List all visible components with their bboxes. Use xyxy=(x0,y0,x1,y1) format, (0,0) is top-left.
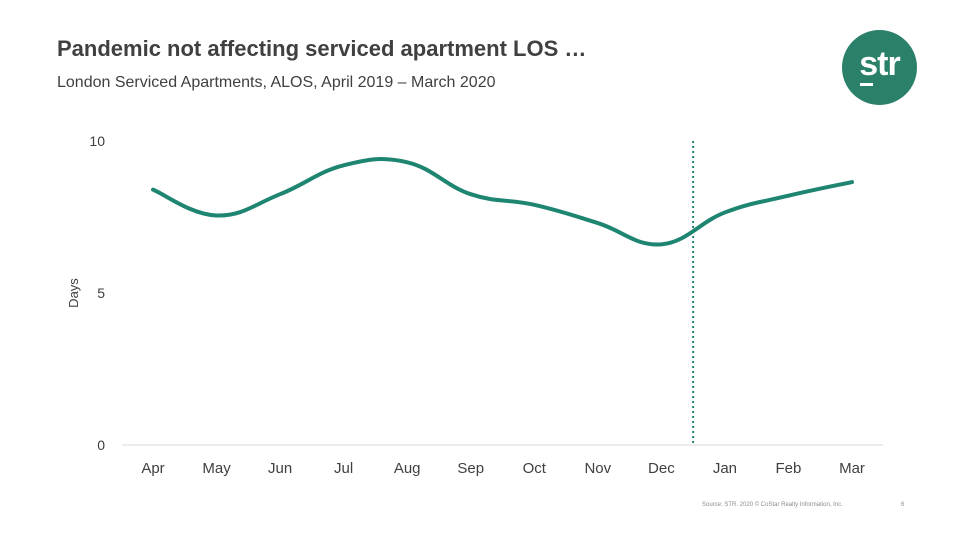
x-tick-label: Mar xyxy=(839,460,865,477)
str-logo-underline xyxy=(860,83,873,86)
data-point-jan xyxy=(723,210,727,214)
x-tick-label: Oct xyxy=(523,460,547,477)
x-tick-label: Aug xyxy=(394,460,421,477)
y-tick-label: 5 xyxy=(97,285,105,301)
x-tick-label: Jan xyxy=(713,460,737,477)
data-point-jul xyxy=(342,163,346,167)
x-tick-label: Dec xyxy=(648,460,675,477)
x-tick-label: May xyxy=(202,460,231,477)
x-tick-label: Apr xyxy=(141,460,164,477)
str-logo-text: str xyxy=(859,45,900,83)
page-number: 6 xyxy=(901,502,905,508)
slide-title: Pandemic not affecting serviced apartmen… xyxy=(57,36,587,61)
x-tick-label: Nov xyxy=(584,460,611,477)
data-point-dec xyxy=(659,242,663,246)
data-point-may xyxy=(215,213,219,217)
data-point-aug xyxy=(405,160,409,164)
x-tick-label: Jun xyxy=(268,460,292,477)
x-tick-label: Jul xyxy=(334,460,353,477)
data-point-feb xyxy=(786,194,790,198)
y-tick-label: 10 xyxy=(89,133,105,149)
data-point-apr xyxy=(151,188,155,192)
slide-subtitle: London Serviced Apartments, ALOS, April … xyxy=(57,74,496,91)
data-point-oct xyxy=(532,203,536,207)
y-axis-label: Days xyxy=(66,278,81,308)
data-point-nov xyxy=(596,221,600,225)
str-logo: str xyxy=(842,30,917,105)
data-point-sep xyxy=(469,192,473,196)
series-line-alos xyxy=(151,157,854,247)
data-point-mar xyxy=(850,180,854,184)
data-point-jun xyxy=(278,192,282,196)
x-tick-label: Feb xyxy=(776,460,802,477)
source-footnote: Source: STR. 2020 © CoStar Realty Inform… xyxy=(702,502,843,508)
y-tick-label: 0 xyxy=(97,437,105,453)
x-tick-label: Sep xyxy=(457,460,484,477)
